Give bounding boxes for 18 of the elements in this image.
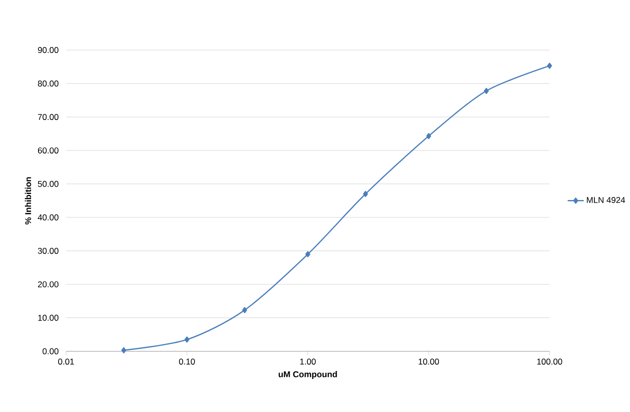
y-tick-label: 90.00 [38, 47, 58, 54]
y-tick-label: 80.00 [38, 80, 58, 87]
y-tick-label: 20.00 [38, 281, 58, 288]
y-tick-label: 70.00 [38, 114, 58, 120]
x-axis-title: uM Compound [278, 371, 337, 380]
x-tick-label: 0.10 [179, 358, 195, 365]
y-tick-label: 10.00 [38, 314, 58, 321]
y-axis-title: % Inhibition [24, 177, 32, 225]
x-tick-label: 0.01 [58, 358, 74, 365]
y-tick-label: 40.00 [38, 214, 58, 221]
x-tick-label: 1.00 [300, 358, 316, 365]
x-tick-label: 100.00 [537, 358, 562, 365]
y-tick-label: 60.00 [38, 148, 58, 154]
y-tick-label: 30.00 [38, 248, 58, 254]
y-tick-label: 50.00 [38, 181, 58, 188]
x-tick-label: 10.00 [418, 358, 439, 365]
y-tick-label: 0.00 [42, 348, 58, 354]
legend-label: MLN 4924 [586, 197, 626, 204]
